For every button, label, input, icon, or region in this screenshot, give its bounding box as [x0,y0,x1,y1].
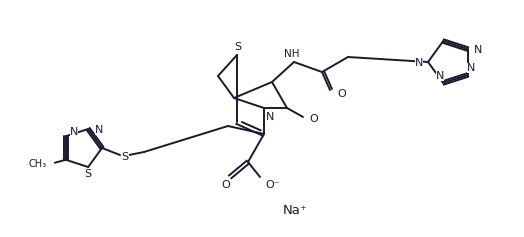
Text: N: N [414,58,423,68]
Text: O: O [222,180,231,190]
Text: CH₃: CH₃ [29,159,47,169]
Text: N: N [70,127,78,137]
Text: N: N [474,45,482,55]
Text: NH: NH [284,49,300,59]
Text: O: O [337,89,346,99]
Text: N: N [466,63,475,73]
Text: S: S [84,169,92,179]
Text: N: N [436,71,444,81]
Text: Na⁺: Na⁺ [282,204,308,217]
Text: O⁻: O⁻ [265,180,280,190]
Text: N: N [266,112,275,122]
Text: N: N [95,125,104,135]
Text: O: O [309,114,318,124]
Text: S: S [122,152,128,162]
Text: S: S [234,42,242,52]
